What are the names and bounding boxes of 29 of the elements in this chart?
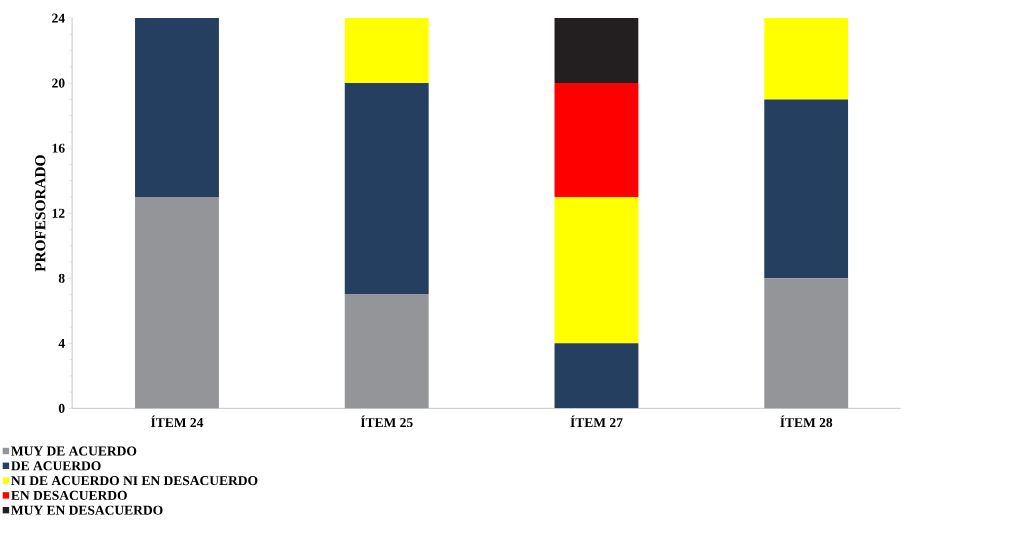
bar [764,18,849,100]
bar [554,343,639,409]
bar [135,18,219,198]
legend-label: EN DESACUERDO [11,490,127,501]
bar [554,197,639,344]
legend-label: MUY DE ACUERDO [11,446,137,456]
legend-label: DE ACUERDO [11,461,101,471]
x-tick-label: ÍTEM 28 [780,415,833,428]
legend-label: NI DE ACUERDO NI EN DESACUERDO [11,476,258,486]
bar [135,197,219,409]
bar [344,83,429,295]
y-tick-label: 0 [58,403,65,414]
bar [764,278,849,409]
legend-label: MUY EN DESACUERDO [11,505,163,515]
y-tick-label: 12 [52,208,65,218]
bar [344,294,429,409]
x-tick-label: ÍTEM 27 [570,415,623,428]
y-tick-label: 8 [58,273,65,283]
y-axis-title: PROFESORADO [35,155,46,272]
bar [554,18,639,84]
x-tick-label: ÍTEM 24 [150,415,204,428]
bar [344,18,429,84]
y-tick-label: 24 [52,13,65,23]
y-tick-label: 16 [52,143,65,153]
bar [764,99,849,279]
y-tick-label: 4 [58,339,65,348]
y-tick-label: 20 [52,78,65,88]
bar [554,83,639,198]
x-tick-label: ÍTEM 25 [360,415,413,428]
